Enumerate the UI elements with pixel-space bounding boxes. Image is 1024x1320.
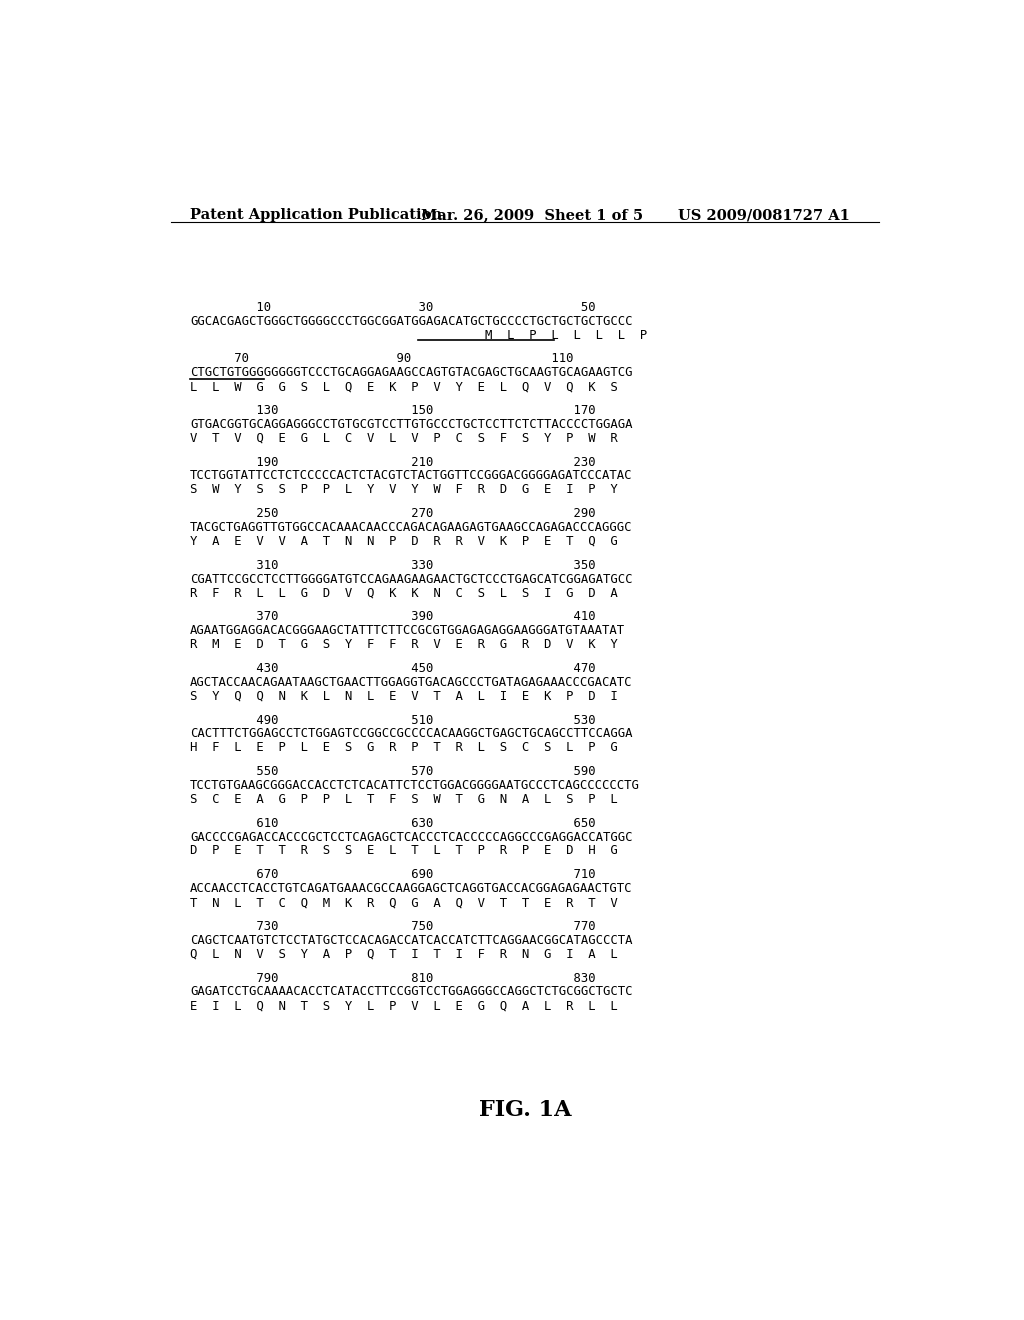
Text: Y  A  E  V  V  A  T  N  N  P  D  R  R  V  K  P  E  T  Q  G: Y A E V V A T N N P D R R V K P E T Q G [190, 535, 617, 548]
Text: 130                  150                   170: 130 150 170 [190, 404, 596, 417]
Text: 250                  270                   290: 250 270 290 [190, 507, 596, 520]
Text: E  I  L  Q  N  T  S  Y  L  P  V  L  E  G  Q  A  L  R  L  L: E I L Q N T S Y L P V L E G Q A L R L L [190, 999, 617, 1012]
Text: S  W  Y  S  S  P  P  L  Y  V  Y  W  F  R  D  G  E  I  P  Y: S W Y S S P P L Y V Y W F R D G E I P Y [190, 483, 617, 496]
Text: TCCTGGTATTCCTCTCCCCCACTCTACGTCTACTGGTTCCGGGACGGGGAGATCCCATAC: TCCTGGTATTCCTCTCCCCCACTCTACGTCTACTGGTTCC… [190, 470, 633, 483]
Text: 730                  750                   770: 730 750 770 [190, 920, 596, 933]
Text: 70                    90                   110: 70 90 110 [190, 352, 573, 366]
Text: 10                    30                    50: 10 30 50 [190, 301, 596, 314]
Text: US 2009/0081727 A1: US 2009/0081727 A1 [678, 209, 850, 223]
Text: 670                  690                   710: 670 690 710 [190, 869, 596, 882]
Text: 490                  510                   530: 490 510 530 [190, 714, 596, 726]
Text: R  M  E  D  T  G  S  Y  F  F  R  V  E  R  G  R  D  V  K  Y: R M E D T G S Y F F R V E R G R D V K Y [190, 638, 617, 651]
Text: S  Y  Q  Q  N  K  L  N  L  E  V  T  A  L  I  E  K  P  D  I: S Y Q Q N K L N L E V T A L I E K P D I [190, 689, 617, 702]
Text: M  L  P  L  L  L  L  P: M L P L L L L P [190, 329, 647, 342]
Text: CAGCTCAATGTCTCCTATGCTCCACAGACCATCACCATCTTCAGGAACGGCATAGCCCTA: CAGCTCAATGTCTCCTATGCTCCACAGACCATCACCATCT… [190, 933, 633, 946]
Text: FIG. 1A: FIG. 1A [478, 1098, 571, 1121]
Text: 310                  330                   350: 310 330 350 [190, 558, 596, 572]
Text: Patent Application Publication: Patent Application Publication [190, 209, 442, 223]
Text: L  L  W  G  G  S  L  Q  E  K  P  V  Y  E  L  Q  V  Q  K  S: L L W G G S L Q E K P V Y E L Q V Q K S [190, 380, 617, 393]
Text: ACCAACCTCACCTGTCAGATGAAACGCCAAGGAGCTCAGGTGACCACGGAGAGAACTGTC: ACCAACCTCACCTGTCAGATGAAACGCCAAGGAGCTCAGG… [190, 882, 633, 895]
Text: CTGCTGTGGGGGGGGTCCCTGCAGGAGAAGCCAGTGTACGAGCTGCAAGTGCAGAAGTCG: CTGCTGTGGGGGGGGTCCCTGCAGGAGAAGCCAGTGTACG… [190, 367, 633, 379]
Text: V  T  V  Q  E  G  L  C  V  L  V  P  C  S  F  S  Y  P  W  R: V T V Q E G L C V L V P C S F S Y P W R [190, 432, 617, 445]
Text: D  P  E  T  T  R  S  S  E  L  T  L  T  P  R  P  E  D  H  G: D P E T T R S S E L T L T P R P E D H G [190, 845, 617, 858]
Text: GGCACGAGCTGGGCTGGGGCCCTGGCGGATGGAGACATGCTGCCCCTGCTGCTGCTGCCC: GGCACGAGCTGGGCTGGGGCCCTGGCGGATGGAGACATGC… [190, 314, 633, 327]
Text: AGCTACCAACAGAATAAGCTGAACTTGGAGGTGACAGCCCTGATAGAGAAACCCGACATC: AGCTACCAACAGAATAAGCTGAACTTGGAGGTGACAGCCC… [190, 676, 633, 689]
Text: Mar. 26, 2009  Sheet 1 of 5: Mar. 26, 2009 Sheet 1 of 5 [421, 209, 643, 223]
Text: 190                  210                   230: 190 210 230 [190, 455, 596, 469]
Text: Q  L  N  V  S  Y  A  P  Q  T  I  T  I  F  R  N  G  I  A  L: Q L N V S Y A P Q T I T I F R N G I A L [190, 948, 617, 961]
Text: AGAATGGAGGACACGGGAAGCTATTTCTTCCGCGTGGAGAGAGGAAGGGATGTAAATAT: AGAATGGAGGACACGGGAAGCTATTTCTTCCGCGTGGAGA… [190, 624, 625, 638]
Text: TACGCTGAGGTTGTGGCCACAAACAACCCAGACAGAAGAGTGAAGCCAGAGACCCAGGGC: TACGCTGAGGTTGTGGCCACAAACAACCCAGACAGAAGAG… [190, 521, 633, 535]
Text: 370                  390                   410: 370 390 410 [190, 610, 596, 623]
Text: H  F  L  E  P  L  E  S  G  R  P  T  R  L  S  C  S  L  P  G: H F L E P L E S G R P T R L S C S L P G [190, 742, 617, 754]
Text: GACCCCGAGACCACCCGCTCCTCAGAGCTCACCCTCACCCCCAGGCCCGAGGACCATGGC: GACCCCGAGACCACCCGCTCCTCAGAGCTCACCCTCACCC… [190, 830, 633, 843]
Text: 550                  570                   590: 550 570 590 [190, 766, 596, 779]
Text: T  N  L  T  C  Q  M  K  R  Q  G  A  Q  V  T  T  E  R  T  V: T N L T C Q M K R Q G A Q V T T E R T V [190, 896, 617, 909]
Text: R  F  R  L  L  G  D  V  Q  K  K  N  C  S  L  S  I  G  D  A: R F R L L G D V Q K K N C S L S I G D A [190, 586, 617, 599]
Text: 790                  810                   830: 790 810 830 [190, 972, 596, 985]
Text: CGATTCCGCCTCCTTGGGGATGTCCAGAAGAAGAACTGCTCCCTGAGCATCGGAGATGCC: CGATTCCGCCTCCTTGGGGATGTCCAGAAGAAGAACTGCT… [190, 573, 633, 586]
Text: GAGATCCTGCAAAACACCTCATACCTTCCGGTCCTGGAGGGCCAGGCTCTGCGGCTGCTC: GAGATCCTGCAAAACACCTCATACCTTCCGGTCCTGGAGG… [190, 985, 633, 998]
Text: 610                  630                   650: 610 630 650 [190, 817, 596, 830]
Text: TCCTGTGAAGCGGGACCACCTCTCACATTCTCCTGGACGGGGAATGCCCTCAGCCCCCCTG: TCCTGTGAAGCGGGACCACCTCTCACATTCTCCTGGACGG… [190, 779, 640, 792]
Text: 430                  450                   470: 430 450 470 [190, 663, 596, 675]
Text: GTGACGGTGCAGGAGGGCCTGTGCGTCCTTGTGCCCTGCTCCTTCTCTTACCCCTGGAGA: GTGACGGTGCAGGAGGGCCTGTGCGTCCTTGTGCCCTGCT… [190, 418, 633, 430]
Text: CACTTTCTGGAGCCTCTGGAGTCCGGCCGCCCCACAAGGCTGAGCTGCAGCCTTCCAGGA: CACTTTCTGGAGCCTCTGGAGTCCGGCCGCCCCACAAGGC… [190, 727, 633, 741]
Text: S  C  E  A  G  P  P  L  T  F  S  W  T  G  N  A  L  S  P  L: S C E A G P P L T F S W T G N A L S P L [190, 793, 617, 807]
